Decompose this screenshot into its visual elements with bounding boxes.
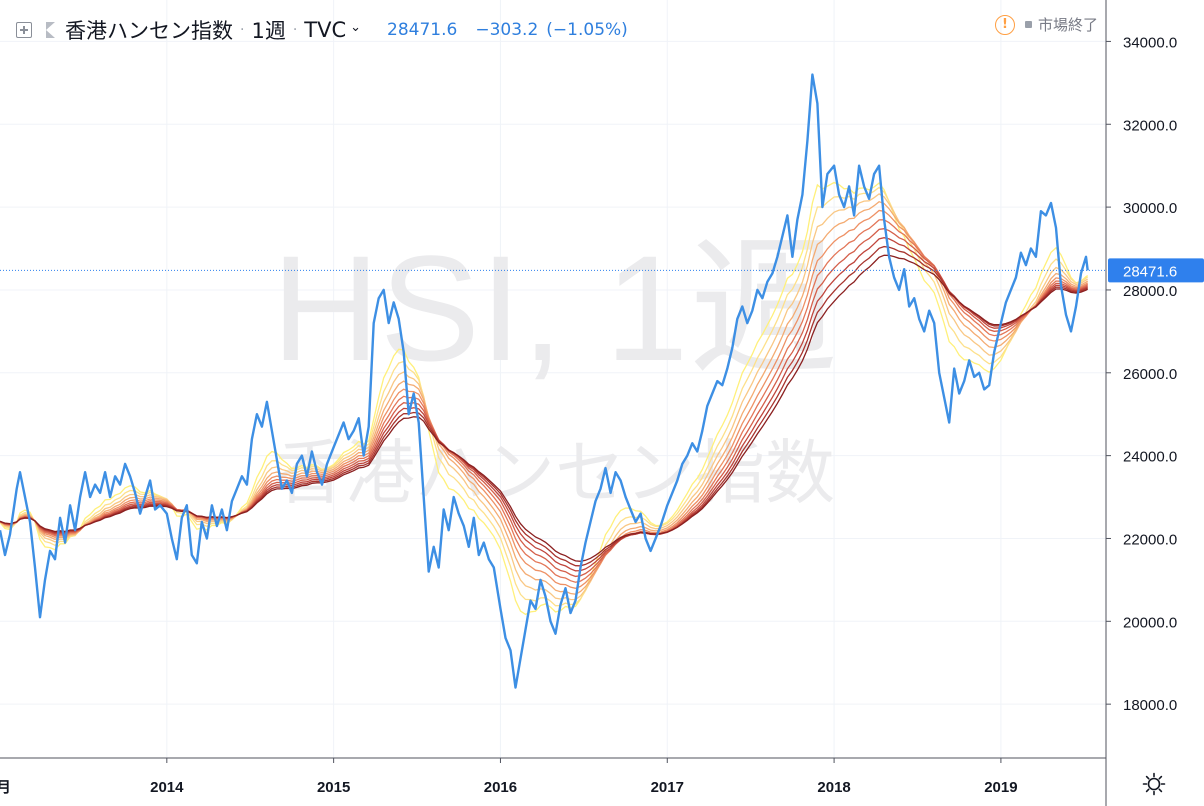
flag-icon[interactable] — [46, 22, 55, 38]
price-axis-label: 22000.0 — [1123, 531, 1177, 548]
time-axis-label: 2015 — [317, 779, 350, 796]
price-axis-label: 18000.0 — [1123, 697, 1177, 714]
time-axis-label: 2018 — [817, 779, 850, 796]
watermark: HSI, 1週 香港ハンセン指数 — [272, 224, 839, 514]
price-axis-label: 32000.0 — [1123, 117, 1177, 134]
interval-label[interactable]: 1週 — [251, 19, 286, 43]
price-line — [0, 73, 1089, 689]
price-axis-label: 34000.0 — [1123, 34, 1177, 51]
time-axis-label: 2014 — [150, 779, 184, 796]
grid — [0, 0, 1106, 758]
last-price: 28471.6 — [387, 20, 458, 40]
separator: · — [292, 22, 298, 38]
price-axis-label: 30000.0 — [1123, 200, 1177, 217]
current-price-label: 28471.6 — [1123, 263, 1177, 280]
current-price-badge — [1108, 258, 1204, 283]
legend-bar: 香港ハンセン指数 · 1週 · TVC ⌄ 28471.6 −303.2 (−1… — [16, 12, 628, 48]
price-axis-label: 26000.0 — [1123, 366, 1177, 383]
market-status-text: 市場終了 — [1037, 16, 1098, 34]
settings-icon[interactable] — [1140, 770, 1168, 798]
time-axis-label: 2017 — [651, 779, 684, 796]
time-axis[interactable]: 2014 2015 2016 2017 2018 2019 月 — [0, 757, 1106, 796]
price-change-percent: (−1.05%) — [546, 20, 628, 40]
exchange-label[interactable]: TVC — [304, 18, 347, 42]
time-axis-label: 2016 — [484, 779, 517, 796]
ma-ribbon — [0, 181, 1089, 616]
expand-legend-icon[interactable] — [16, 22, 32, 38]
price-axis[interactable]: 34000.0 32000.0 30000.0 28000.0 26000.0 24000… — [1105, 0, 1204, 806]
watermark-name-text: 香港ハンセン指数 — [275, 432, 835, 514]
alert-icon[interactable]: ! — [994, 14, 1015, 35]
price-change: −303.2 — [475, 20, 539, 40]
symbol-title[interactable]: 香港ハンセン指数 — [65, 19, 233, 43]
market-closed-icon — [1024, 21, 1032, 28]
time-axis-partial-label: 月 — [0, 778, 11, 796]
price-series — [0, 73, 1089, 689]
price-axis-label: 28000.0 — [1123, 283, 1177, 300]
price-axis-label: 24000.0 — [1123, 449, 1177, 466]
time-axis-label: 2019 — [984, 779, 1017, 796]
separator: · — [240, 22, 245, 38]
chevron-down-icon[interactable]: ⌄ — [350, 19, 362, 35]
market-status: ! 市場終了 — [994, 14, 1098, 35]
ma-ribbon-line — [0, 254, 1089, 562]
price-axis-label: 20000.0 — [1123, 614, 1177, 631]
